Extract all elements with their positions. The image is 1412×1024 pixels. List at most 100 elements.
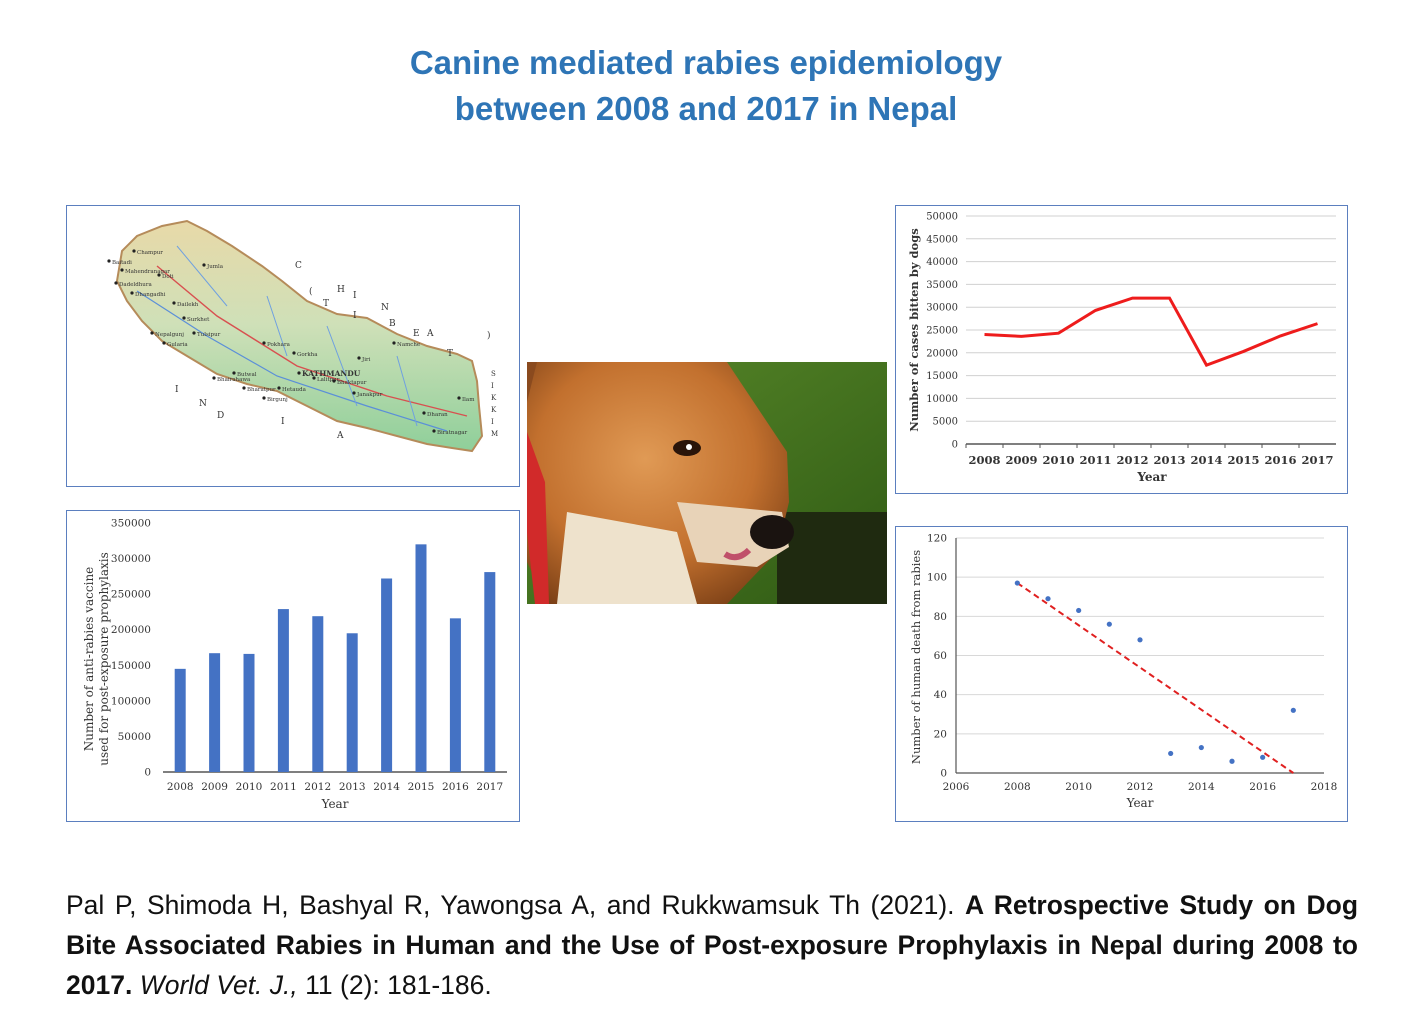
deaths-point	[1198, 744, 1204, 751]
vaccine-xlabel: Year	[321, 797, 349, 811]
deaths-xtick: 2010	[1065, 781, 1092, 793]
deaths-point	[1290, 707, 1296, 713]
vaccine-xtick: 2016	[442, 781, 469, 793]
vaccine-ytick: 350000	[111, 518, 151, 530]
dog-illustration	[527, 362, 887, 604]
map-china-letter: )	[487, 330, 491, 341]
vaccine-xtick: 2008	[167, 781, 194, 793]
map-city-dot	[292, 351, 296, 355]
vaccine-bar	[449, 618, 461, 772]
dog-bite-xtick: 2015	[1227, 453, 1259, 467]
map-china-letter: T	[323, 299, 329, 309]
map-city-dot	[157, 273, 161, 277]
dog-bite-ytick: 45000	[926, 234, 958, 245]
vaccine-ylabel-line2: used for post-exposure prophylaxis	[97, 552, 111, 766]
deaths-ytick: 40	[934, 689, 947, 701]
map-city-label: Biratnagar	[437, 430, 468, 436]
map-city-dot	[132, 249, 136, 253]
vaccine-xtick: 2013	[339, 781, 366, 793]
deaths-xtick: 2008	[1004, 781, 1031, 793]
map-sikkim-letter: I	[491, 418, 494, 426]
citation-volume: 11 (2): 181-186.	[297, 970, 492, 1000]
vaccine-ylabel-line1: Number of anti-rabies vaccine	[82, 567, 96, 752]
dog-bite-xlabel: Year	[1136, 470, 1167, 484]
vaccine-bar	[209, 653, 221, 772]
map-india-letter: N	[199, 399, 207, 409]
dog-bite-xtick: 2013	[1153, 453, 1185, 467]
vaccine-bar	[346, 633, 358, 772]
map-city-dot	[107, 259, 111, 263]
dog-bite-ytick: 30000	[926, 303, 958, 314]
deaths-point	[1260, 754, 1266, 760]
deaths-point	[1076, 607, 1082, 614]
map-city-label: Dhangadhi	[135, 292, 166, 298]
deaths-xtick: 2006	[943, 781, 970, 793]
dog-bite-xtick: 2012	[1116, 453, 1148, 467]
map-india-letter: I	[281, 417, 285, 427]
map-city-dot	[182, 316, 186, 320]
map-city-dot	[432, 429, 436, 433]
dog-bite-xtick: 2009	[1005, 453, 1037, 467]
deaths-scatter-chart: 0 20 40 60 80 100 120 2006 2008 2010 2012 2014 2016…	[909, 533, 1337, 811]
map-city-dot	[277, 386, 281, 390]
dog-bite-xtick: 2010	[1042, 453, 1074, 467]
vaccine-ytick: 250000	[111, 589, 151, 601]
vaccine-bar	[381, 578, 393, 772]
dog-bite-ytick: 5000	[933, 417, 958, 428]
map-city-label: Doti	[162, 274, 174, 280]
title-line-1: Canine mediated rabies epidemiology	[409, 44, 1003, 81]
map-city-dot	[392, 341, 396, 345]
dog-bite-xtick: 2017	[1301, 453, 1333, 467]
map-city-label: Champur	[137, 250, 163, 256]
dog-bite-ytick: 20000	[926, 348, 958, 359]
map-city-label: Dharan	[427, 412, 448, 418]
map-city-label: Jumla	[206, 264, 224, 270]
map-city-dot	[172, 301, 176, 305]
map-city-dot	[357, 356, 361, 360]
map-city-label: Namche	[397, 342, 420, 348]
vaccine-ytick: 300000	[111, 553, 151, 565]
deaths-ytick: 20	[934, 728, 947, 740]
vaccine-bar	[484, 572, 496, 772]
vaccine-chart-panel: 0 50000 100000 150000 200000 250000 300000 3500…	[66, 510, 520, 822]
map-sikkim-letter: M	[491, 430, 498, 438]
map-city-label: Tulsipur	[197, 332, 221, 338]
deaths-trendline	[1016, 582, 1294, 774]
citation: Pal P, Shimoda H, Bashyal R, Yawongsa A,…	[66, 885, 1358, 1005]
map-city-label: Jiri	[361, 357, 371, 363]
dog-bite-xtick: 2008	[968, 453, 1000, 467]
map-china-letter: N	[381, 303, 389, 313]
vaccine-ytick: 200000	[111, 624, 151, 636]
deaths-ytick: 80	[934, 611, 947, 623]
map-city-label: Ilam	[462, 397, 475, 403]
map-city-dot	[130, 291, 134, 295]
dog-bite-ylabel: Number of cases bitten by dogs	[907, 228, 921, 431]
deaths-xlabel: Year	[1126, 796, 1154, 810]
citation-authors: Pal P, Shimoda H, Bashyal R, Yawongsa A,…	[66, 890, 966, 920]
dog-bite-ytick: 40000	[926, 257, 958, 268]
map-city-dot	[232, 371, 236, 375]
map-city-label: Birgunj	[267, 397, 288, 403]
nepal-shape	[115, 219, 484, 453]
deaths-ytick: 60	[934, 650, 947, 662]
dog-bite-series-line	[984, 296, 1318, 367]
vaccine-xtick: 2012	[304, 781, 331, 793]
deaths-xtick: 2014	[1188, 781, 1215, 793]
map-city-dot	[242, 386, 246, 390]
deaths-ytick: 100	[927, 572, 947, 584]
map-city-label: Bharatpur	[247, 387, 276, 393]
dog-bite-ytick: 10000	[926, 394, 958, 405]
map-city-dot	[332, 379, 336, 383]
map-sikkim-letter: K	[491, 394, 497, 402]
vaccine-xtick: 2010	[236, 781, 263, 793]
vaccine-bar-chart: 0 50000 100000 150000 200000 250000 300000 3500…	[82, 518, 507, 811]
deaths-ytick: 0	[940, 768, 947, 780]
map-city-label: Gorkha	[297, 352, 318, 358]
vaccine-xtick: 2017	[476, 781, 503, 793]
dog-bite-chart-panel: 0 5000 10000 15000 20000 25000 30000 35000 40000…	[895, 205, 1348, 494]
vaccine-bar	[415, 544, 427, 772]
vaccine-ytick: 50000	[118, 731, 151, 743]
map-city-dot	[297, 371, 301, 375]
vaccine-xtick: 2015	[408, 781, 435, 793]
map-sikkim-letter: S	[491, 370, 496, 378]
